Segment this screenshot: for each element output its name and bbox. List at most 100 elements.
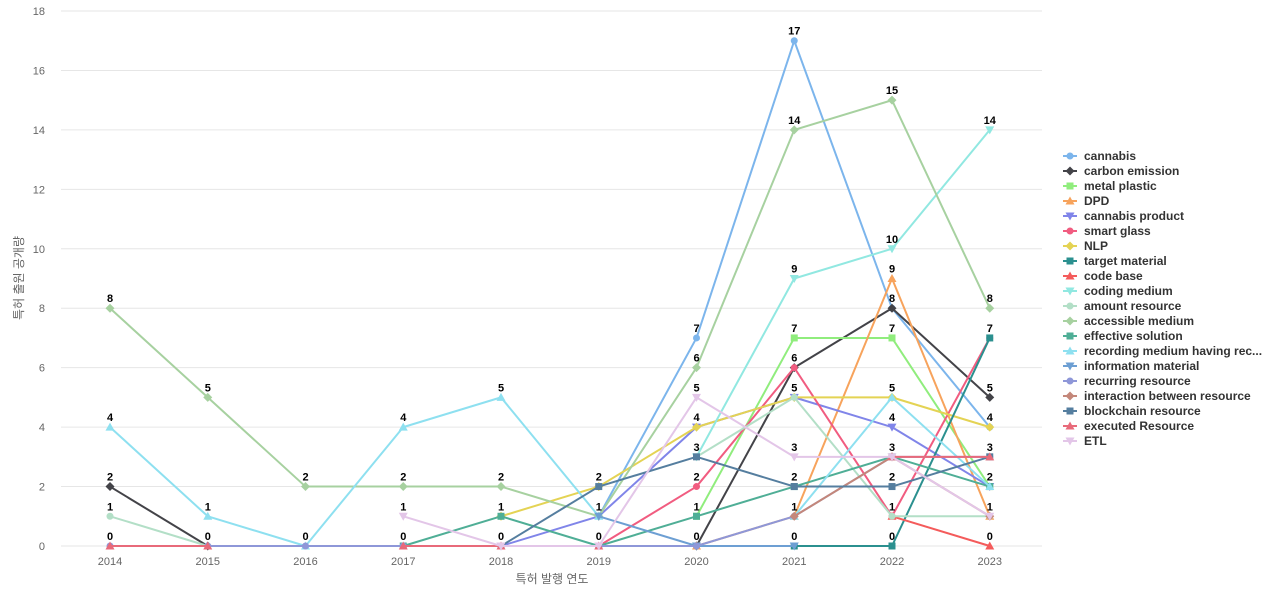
data-point[interactable]: [398, 422, 408, 431]
data-point[interactable]: [887, 392, 897, 401]
data-point[interactable]: [497, 512, 505, 520]
data-label: 1: [791, 501, 797, 513]
data-point[interactable]: [693, 512, 700, 520]
legend-item[interactable]: smart glass: [1063, 224, 1151, 238]
data-point[interactable]: [692, 363, 701, 373]
data-label: 7: [889, 323, 895, 335]
data-point[interactable]: [985, 422, 995, 432]
data-point[interactable]: [302, 542, 309, 550]
legend-item[interactable]: recording medium having rec...: [1063, 344, 1262, 358]
data-point[interactable]: [594, 542, 604, 551]
legend-item[interactable]: effective solution: [1063, 329, 1183, 343]
data-point[interactable]: [594, 512, 604, 521]
data-point[interactable]: [203, 392, 213, 402]
data-point[interactable]: [203, 511, 213, 520]
data-point[interactable]: [595, 483, 603, 491]
data-point[interactable]: [398, 482, 408, 492]
data-point[interactable]: [692, 422, 701, 432]
data-point[interactable]: [398, 512, 408, 521]
data-point[interactable]: [985, 126, 995, 135]
data-point[interactable]: [692, 393, 701, 402]
legend-item[interactable]: cannabis: [1063, 149, 1136, 163]
legend-marker: [1066, 152, 1074, 160]
legend-item[interactable]: code base: [1063, 269, 1143, 283]
data-point[interactable]: [985, 392, 995, 402]
legend-marker: [1065, 241, 1075, 251]
data-label: 2: [693, 472, 699, 484]
data-point[interactable]: [203, 541, 213, 550]
data-point[interactable]: [693, 453, 700, 461]
data-point[interactable]: [986, 334, 994, 342]
legend-item[interactable]: carbon emission: [1063, 164, 1179, 178]
data-point[interactable]: [789, 542, 799, 551]
x-axis-title: 특허 발행 연도: [516, 571, 589, 586]
data-point[interactable]: [888, 334, 896, 342]
data-point[interactable]: [789, 125, 799, 135]
data-point[interactable]: [888, 483, 896, 491]
legend-item[interactable]: NLP: [1063, 239, 1108, 253]
legend-item[interactable]: accessible medium: [1063, 314, 1194, 328]
data-point[interactable]: [105, 482, 115, 492]
data-point[interactable]: [790, 393, 798, 401]
data-point[interactable]: [985, 303, 995, 313]
legend-marker: [1066, 302, 1074, 310]
legend-item[interactable]: ETL: [1063, 434, 1107, 448]
data-label: 9: [791, 264, 797, 276]
data-point[interactable]: [790, 334, 798, 342]
data-point[interactable]: [790, 483, 798, 491]
legend-marker: [1065, 196, 1075, 205]
data-label: 5: [205, 382, 211, 394]
data-label: 1: [693, 501, 699, 513]
data-point[interactable]: [887, 274, 897, 282]
data-point[interactable]: [887, 95, 897, 105]
data-label: 0: [302, 531, 308, 543]
data-point[interactable]: [106, 512, 114, 520]
legend-item[interactable]: metal plastic: [1063, 179, 1157, 193]
data-point[interactable]: [398, 541, 408, 550]
data-point[interactable]: [985, 452, 995, 461]
legend-item[interactable]: information material: [1063, 359, 1199, 373]
data-label: 0: [205, 531, 211, 543]
data-point[interactable]: [985, 512, 995, 521]
data-point[interactable]: [105, 541, 115, 550]
legend-item[interactable]: amount resource: [1063, 299, 1182, 313]
data-point[interactable]: [985, 482, 995, 491]
legend-item[interactable]: cannabis product: [1063, 209, 1184, 223]
data-point[interactable]: [693, 334, 700, 342]
data-point[interactable]: [887, 303, 897, 313]
data-point[interactable]: [790, 364, 798, 372]
data-point[interactable]: [985, 541, 995, 550]
legend-item[interactable]: coding medium: [1063, 284, 1173, 298]
data-point[interactable]: [301, 482, 310, 492]
data-point[interactable]: [888, 512, 896, 520]
legend-item[interactable]: target material: [1063, 254, 1167, 268]
legend-marker: [1066, 227, 1074, 235]
data-point[interactable]: [105, 303, 115, 313]
x-tick-label: 2022: [880, 556, 904, 568]
legend-item[interactable]: blockchain resource: [1063, 404, 1201, 418]
data-point[interactable]: [693, 483, 700, 491]
data-point[interactable]: [887, 423, 897, 432]
data-point[interactable]: [887, 245, 897, 254]
data-point[interactable]: [496, 482, 506, 492]
data-label: 3: [889, 442, 895, 454]
data-point[interactable]: [887, 453, 897, 462]
data-point[interactable]: [789, 453, 799, 462]
series-etl: [398, 393, 995, 551]
data-point[interactable]: [888, 542, 896, 550]
legend-item[interactable]: interaction between resource: [1063, 389, 1251, 403]
legend-item[interactable]: executed Resource: [1063, 419, 1194, 433]
data-point[interactable]: [496, 542, 506, 551]
data-point[interactable]: [693, 542, 700, 550]
data-point[interactable]: [496, 392, 506, 401]
data-point[interactable]: [789, 511, 799, 521]
legend-item[interactable]: recurring resource: [1063, 374, 1191, 388]
data-point[interactable]: [105, 422, 115, 431]
data-point[interactable]: [789, 275, 799, 283]
y-tick-label: 16: [33, 65, 45, 77]
legend-label: smart glass: [1084, 224, 1151, 238]
legend-item[interactable]: DPD: [1063, 194, 1110, 208]
data-point[interactable]: [790, 37, 798, 45]
